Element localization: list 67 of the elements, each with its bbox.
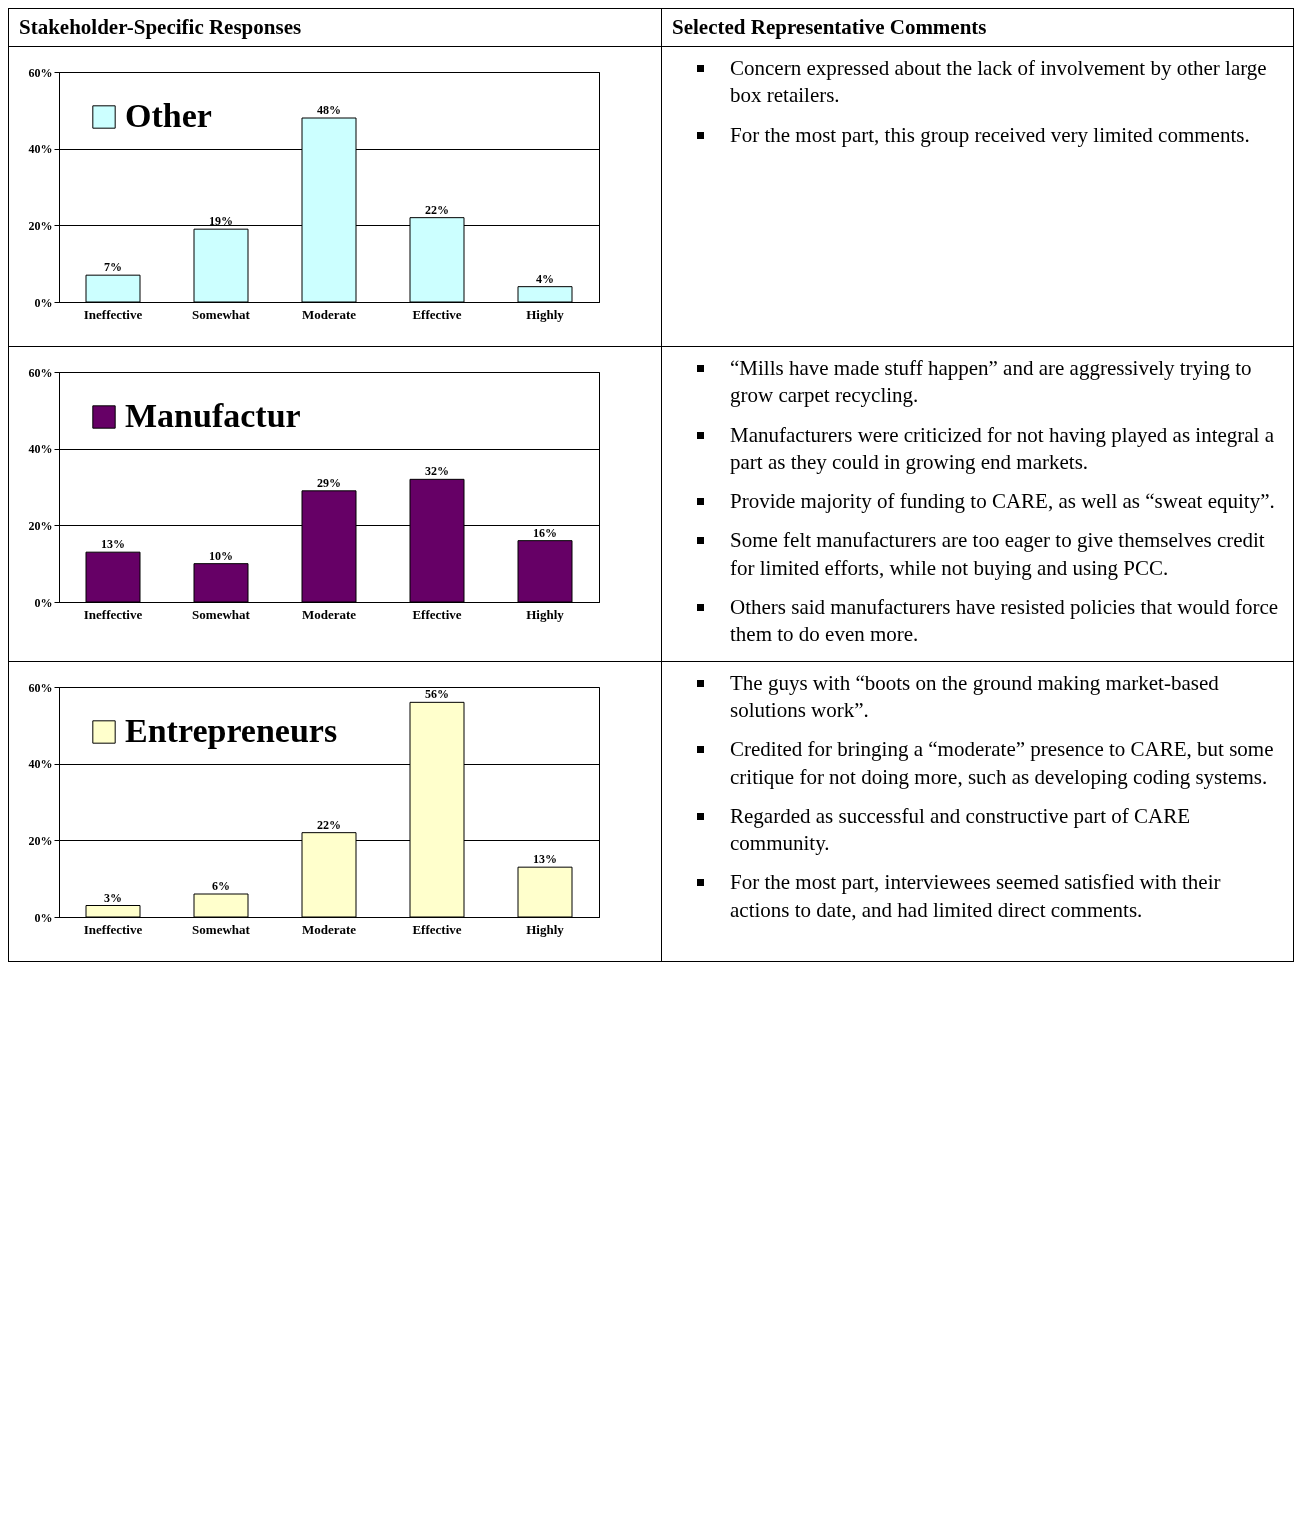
- bar: [193, 563, 249, 603]
- data-label: 29%: [317, 475, 341, 490]
- x-tick-label: Somewhat: [192, 606, 251, 622]
- x-tick-label: Effective: [412, 306, 462, 322]
- y-tick-label: 20%: [28, 518, 53, 533]
- y-tick-label: 40%: [28, 756, 53, 771]
- data-label: 32%: [425, 464, 449, 479]
- x-tick-label: Highly: [526, 921, 565, 937]
- x-tick-label: Somewhat: [192, 921, 251, 937]
- x-tick-label: Highly: [526, 306, 565, 322]
- data-label: 3%: [104, 890, 122, 905]
- legend-label: Entrepreneurs: [125, 711, 338, 749]
- text: “Mills have made stuff happen” and are aggressively trying to grow carpet recycling.: [730, 355, 1253, 410]
- y-tick-label: 40%: [28, 142, 53, 157]
- text: Provide majority of funding to CARE, as well as “sweat equity”.: [730, 488, 1276, 516]
- data-label: 48%: [317, 103, 341, 117]
- text: For the most part, interviewees seemed satisfied with their actions to date, and had limited direct comments.: [730, 869, 1222, 924]
- x-tick-label: Moderate: [301, 306, 357, 322]
- data-label: 22%: [317, 817, 341, 832]
- text: For the most part, this group received very limited comments.: [730, 121, 1251, 149]
- data-label: 10%: [209, 548, 233, 563]
- x-tick-label: Effective: [412, 606, 462, 622]
- y-tick-label: 60%: [28, 680, 53, 695]
- bar: [85, 274, 141, 303]
- x-tick-label: Somewhat: [192, 306, 251, 322]
- y-tick-label: 40%: [28, 442, 53, 457]
- bar: [85, 551, 141, 603]
- x-tick-label: Ineffective: [83, 606, 143, 622]
- legend-label: Other: [125, 97, 212, 134]
- y-tick-label: 0%: [34, 595, 53, 610]
- y-tick-label: 20%: [28, 218, 53, 233]
- x-tick-label: Effective: [412, 921, 462, 937]
- data-label: 22%: [425, 202, 449, 217]
- text: Stakeholder-Specific Responses: [9, 9, 661, 46]
- x-tick-label: Moderate: [301, 921, 357, 937]
- x-tick-label: Moderate: [301, 606, 357, 622]
- y-tick-label: 0%: [34, 910, 53, 925]
- legend-label: Manufactur: [125, 397, 301, 434]
- bar: [517, 540, 573, 603]
- y-tick-label: 60%: [28, 365, 53, 380]
- data-label: 4%: [536, 271, 554, 286]
- bar: [193, 228, 249, 303]
- bar: [517, 866, 573, 918]
- data-label: 56%: [425, 687, 449, 702]
- bar: [193, 893, 249, 918]
- text: Manufacturers were criticized for not having played as integral a part as they could in growing end markets.: [730, 421, 1275, 476]
- text: Credited for bringing a “moderate” presence to CARE, but some critique for not doing more, such as developing coding systems.: [730, 736, 1275, 791]
- text: Some felt manufacturers are too eager to give themselves credit for limited efforts, while not buying and using PCC.: [730, 527, 1266, 582]
- y-tick-label: 20%: [28, 833, 53, 848]
- text: Selected Representative Comments: [662, 9, 1293, 46]
- bar: [85, 904, 141, 918]
- text: Regarded as successful and constructive part of CARE community.: [730, 802, 1192, 858]
- data-label: 7%: [104, 260, 122, 275]
- x-tick-label: Ineffective: [83, 921, 143, 937]
- bar: [517, 286, 573, 303]
- text: Others said manufacturers have resisted policies that would force them to do even more.: [730, 594, 1280, 649]
- data-label: 13%: [101, 537, 125, 552]
- x-tick-label: Highly: [526, 606, 565, 622]
- data-label: 19%: [209, 214, 233, 229]
- y-tick-label: 60%: [28, 65, 53, 80]
- y-tick-label: 0%: [34, 295, 53, 310]
- text: Concern expressed about the lack of involvement by other large box retailers.: [730, 55, 1268, 110]
- data-label: 16%: [533, 525, 557, 540]
- text: The guys with “boots on the ground making market-based solutions work”.: [730, 669, 1220, 724]
- data-label: 6%: [212, 878, 230, 893]
- data-label: 13%: [533, 851, 557, 866]
- x-tick-label: Ineffective: [83, 306, 143, 322]
